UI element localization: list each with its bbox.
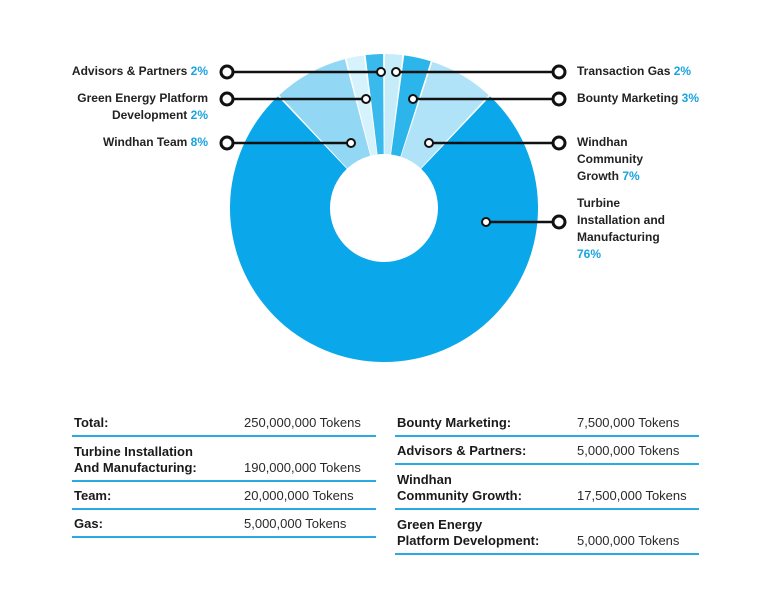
callout-6: Windhan Community Growth 7% — [424, 135, 643, 183]
callout-label: Windhan Team 8% — [103, 135, 208, 149]
callout-end-dot — [551, 64, 567, 80]
table-row-value: 7,500,000 Tokens — [577, 415, 680, 430]
table-row-label: Total: — [74, 415, 109, 430]
callout-label: Windhan Community Growth 7% — [577, 135, 643, 183]
table-row-label: Green Energy Platform Development: — [397, 517, 540, 548]
callout-label: Turbine Installation and Manufacturing 76% — [577, 196, 665, 261]
table-row-value: 5,000,000 Tokens — [577, 533, 680, 548]
table-row-value: 17,500,000 Tokens — [577, 488, 687, 503]
donut-slice-6 — [346, 55, 377, 156]
table-row-value: 250,000,000 Tokens — [244, 415, 361, 430]
table-row-value: 20,000,000 Tokens — [244, 488, 354, 503]
callout-1: Advisors & Partners 2% — [72, 64, 386, 80]
donut-slice-2 — [391, 55, 431, 157]
callout-end-dot — [219, 64, 235, 80]
table-row: Bounty Marketing: 7,500,000 Tokens — [395, 409, 699, 437]
table-row-label: Turbine Installation And Manufacturing: — [74, 444, 197, 475]
callout-end-dot — [551, 214, 567, 230]
table-row: Team: 20,000,000 Tokens — [72, 482, 376, 510]
table-row: Advisors & Partners: 5,000,000 Tokens — [395, 437, 699, 465]
table-row-label: Bounty Marketing: — [397, 415, 512, 430]
callout-end-dot — [219, 91, 235, 107]
token-distribution-donut-chart: Advisors & Partners 2% Green Energy Platf… — [72, 54, 699, 363]
table-row-label: Team: — [74, 488, 112, 503]
callout-label: Green Energy Platform Development 2% — [77, 91, 208, 122]
callout-anchor-dot — [346, 138, 356, 148]
donut-slice-7 — [365, 54, 384, 155]
donut-slice-1 — [384, 54, 403, 155]
table-row-value: 190,000,000 Tokens — [244, 460, 361, 475]
callout-anchor-dot — [424, 138, 434, 148]
callout-end-dot — [551, 135, 567, 151]
donut-slice-4 — [230, 96, 538, 363]
table-row: Green Energy Platform Development: 5,000… — [395, 510, 699, 555]
callout-anchor-dot — [376, 67, 386, 77]
donut-slice-3 — [400, 61, 489, 169]
table-row-value: 5,000,000 Tokens — [244, 516, 347, 531]
table-row-value: 5,000,000 Tokens — [577, 443, 680, 458]
table-row: Total: 250,000,000 Tokens — [72, 409, 376, 437]
callout-2: Green Energy Platform Development 2% — [77, 91, 371, 122]
callout-anchor-dot — [481, 217, 491, 227]
callout-anchor-dot — [391, 67, 401, 77]
token-table-left: Total: 250,000,000 Tokens Turbine Instal… — [72, 409, 376, 538]
callout-5: Bounty Marketing 3% — [408, 91, 699, 107]
callout-7: Turbine Installation and Manufacturing 76% — [481, 196, 665, 261]
callout-label: Transaction Gas 2% — [577, 64, 691, 78]
table-row: Turbine Installation And Manufacturing: … — [72, 437, 376, 482]
callout-3: Windhan Team 8% — [103, 135, 356, 151]
token-table-right: Bounty Marketing: 7,500,000 Tokens Advis… — [395, 409, 699, 555]
table-row-label: Advisors & Partners: — [397, 443, 527, 458]
callout-anchor-dot — [361, 94, 371, 104]
callout-anchor-dot — [408, 94, 418, 104]
table-row: Gas: 5,000,000 Tokens — [72, 510, 376, 538]
callout-label: Bounty Marketing 3% — [577, 91, 699, 105]
table-row-label: Gas: — [74, 516, 103, 531]
table-row: Windhan Community Growth: 17,500,000 Tok… — [395, 465, 699, 510]
callout-label: Advisors & Partners 2% — [72, 64, 208, 78]
callout-4: Transaction Gas 2% — [391, 64, 691, 80]
callout-end-dot — [219, 135, 235, 151]
table-row-label: Windhan Community Growth: — [397, 472, 522, 503]
callout-end-dot — [551, 91, 567, 107]
